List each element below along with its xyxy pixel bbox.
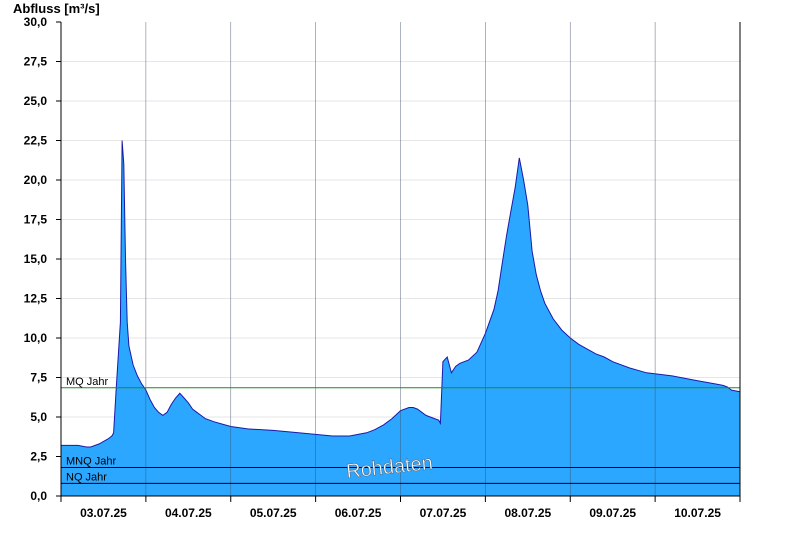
x-tick-label: 04.07.25 [165,506,212,520]
x-tick-label: 10.07.25 [674,506,721,520]
y-tick-label: 5,0 [30,410,47,424]
y-tick-label: 22,5 [24,134,48,148]
y-tick-label: 2,5 [30,450,47,464]
y-tick-label: 25,0 [24,94,48,108]
discharge-line [61,140,741,448]
y-tick-label: 15,0 [24,252,48,266]
y-tick-label: 12,5 [24,292,48,306]
y-tick-label: 7,5 [30,371,47,385]
y-tick-label: 17,5 [24,213,48,227]
reference-line-label: MNQ Jahr [66,456,116,468]
y-axis-title: Abfluss [m³/s] [13,1,100,16]
y-tick-label: 27,5 [24,55,48,69]
y-tick-label: 0,0 [30,489,47,503]
x-tick-label: 09.07.25 [589,506,636,520]
x-tick-label: 07.07.25 [420,506,467,520]
x-tick-label: 03.07.25 [80,506,127,520]
x-tick-label: 05.07.25 [250,506,297,520]
x-tick-label: 06.07.25 [335,506,382,520]
reference-line-label: NQ Jahr [66,471,107,483]
watermark-label: Rohdaten [345,452,434,483]
y-tick-label: 10,0 [24,331,48,345]
x-tick-label: 08.07.25 [504,506,551,520]
y-tick-label: 30,0 [24,15,48,29]
reference-line-label: MQ Jahr [66,376,109,388]
y-tick-label: 20,0 [24,173,48,187]
